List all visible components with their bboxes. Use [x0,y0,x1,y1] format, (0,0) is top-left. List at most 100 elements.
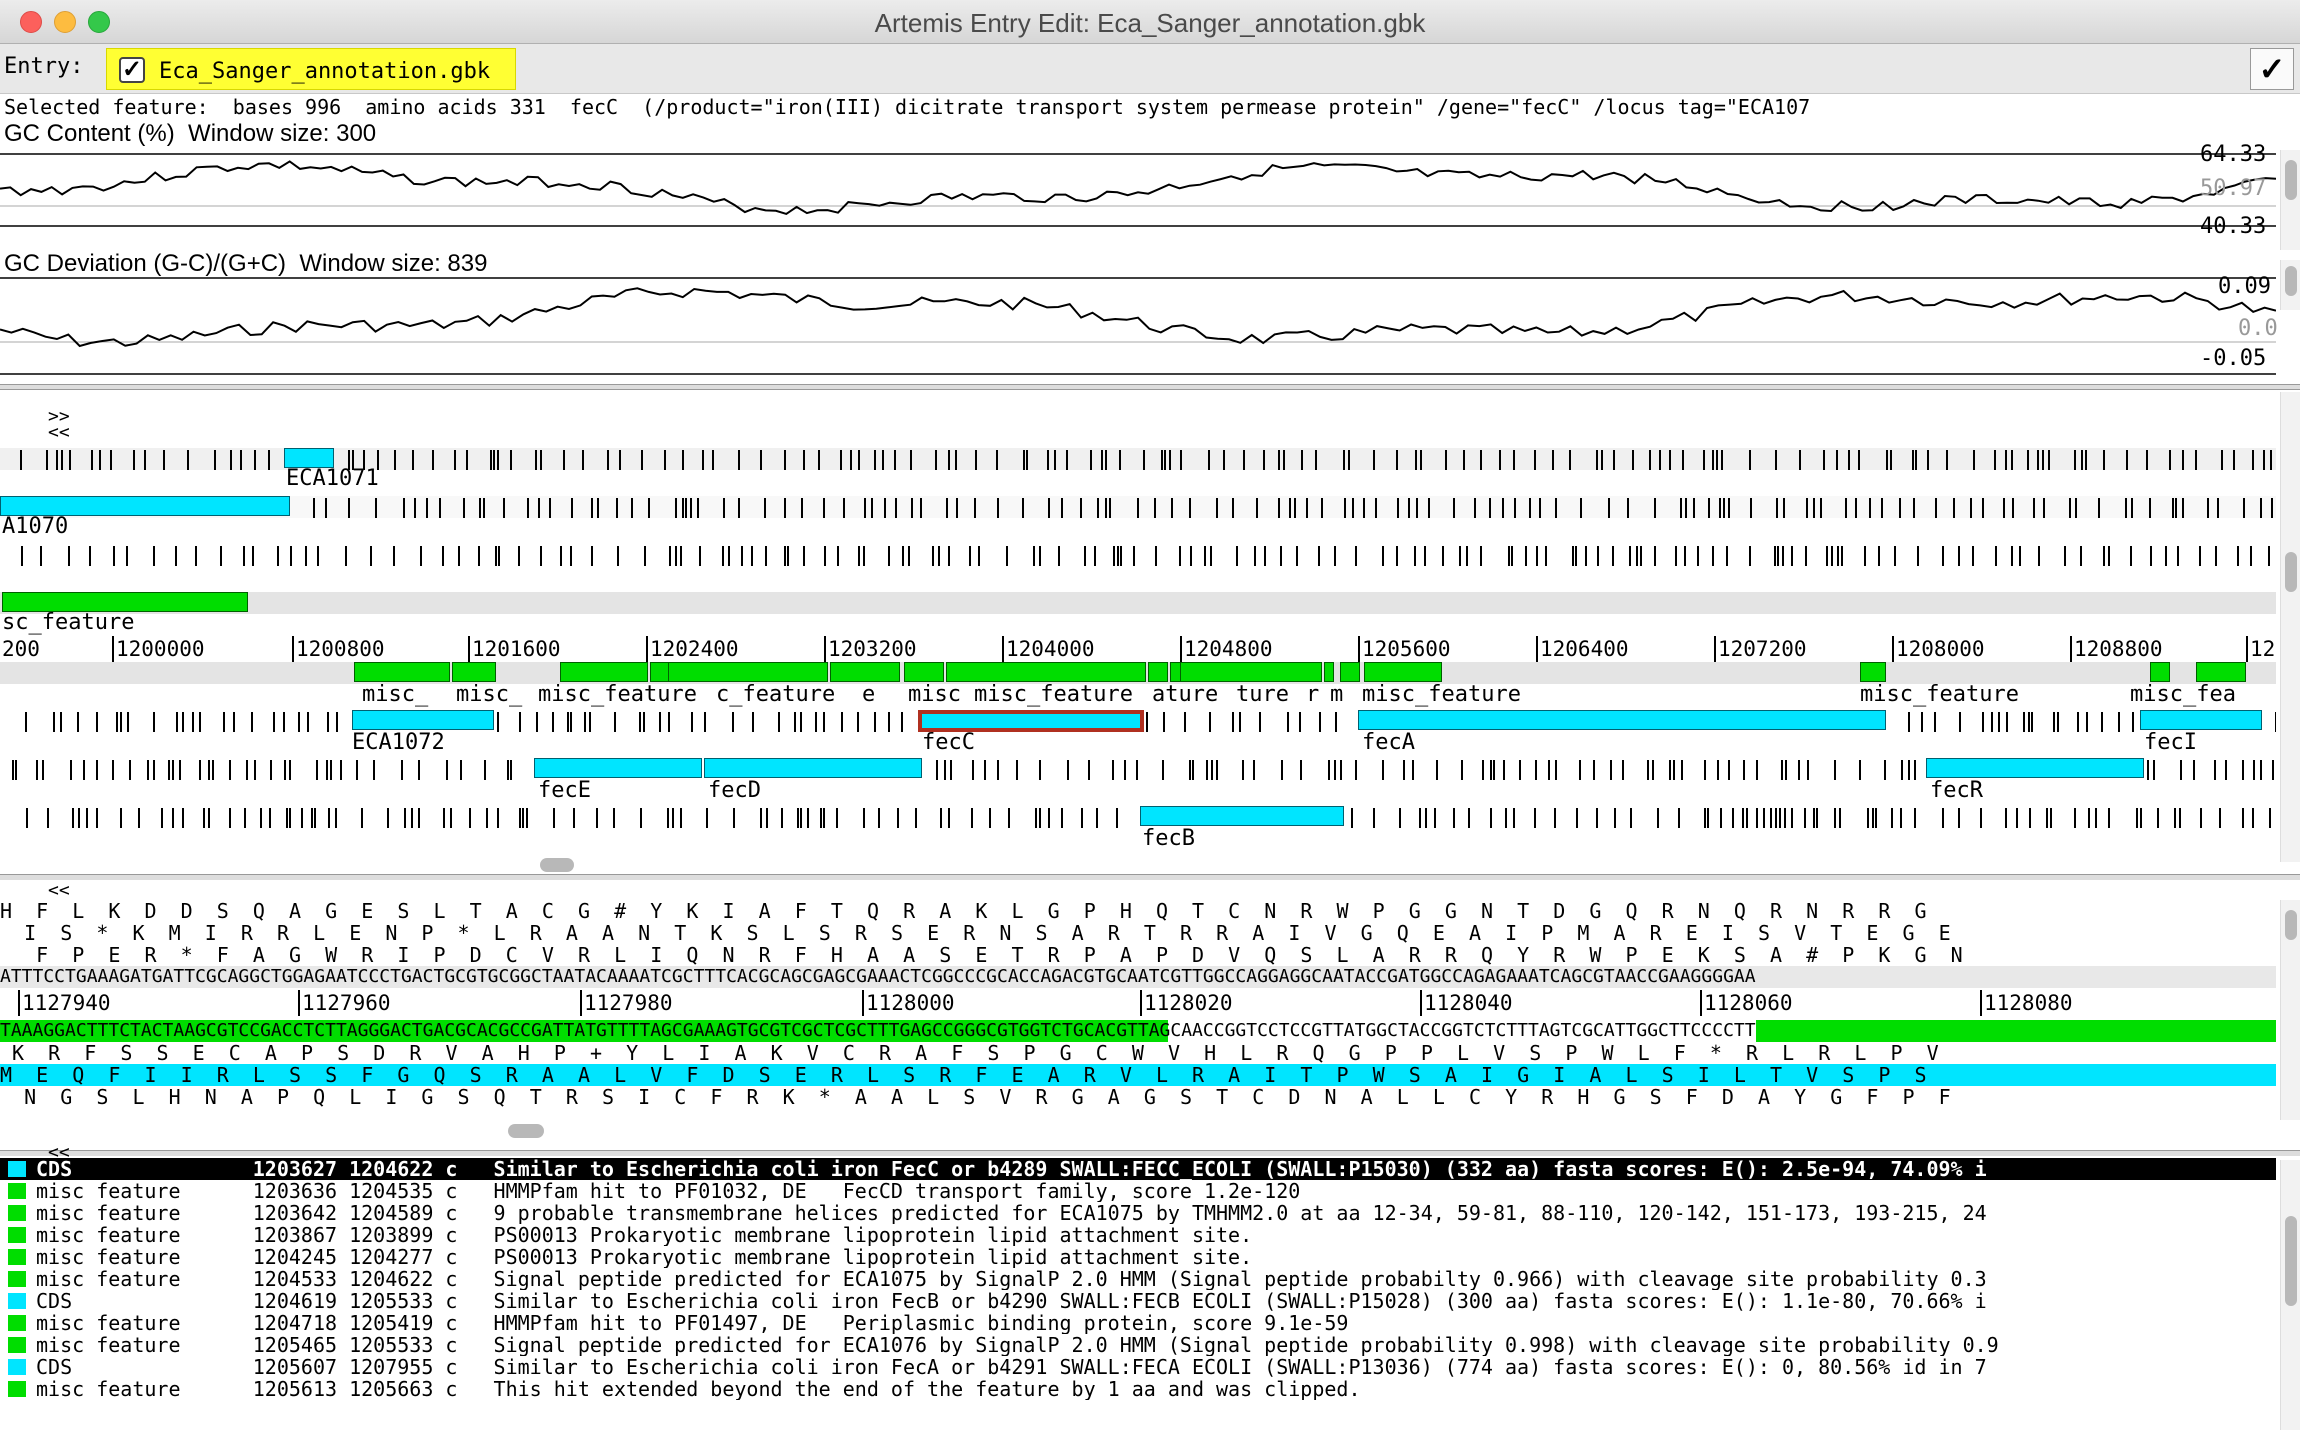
entry-toggle[interactable]: ✓ Eca_Sanger_annotation.gbk [106,48,516,90]
forward-frame-1: H F L K D D S Q A G E S L T A C G # Y K … [0,900,1927,922]
window-titlebar: Artemis Entry Edit: Eca_Sanger_annotatio… [0,0,2300,44]
tick-label: 1200800 [292,636,385,662]
close-window-button[interactable] [20,11,42,33]
forward-frame-2: I S * K M I R R L E N P * L R A A N T K … [0,922,1951,944]
overview-horizontal-scroll-thumb[interactable] [540,858,574,872]
gc-deviation-scrollbar[interactable] [2280,260,2300,310]
misc-label: c_feature [716,682,836,707]
entry-label: Entry: [4,54,84,79]
tick-label: 1204800 [1180,636,1273,662]
misc-label: misc_feature [974,682,1133,707]
cds-feca[interactable] [1358,710,1886,730]
misc-label: misc_ [362,682,429,707]
misc-label: misc_fea [2130,682,2236,707]
sequence-horizontal-scroll-thumb[interactable] [508,1124,544,1138]
tick-label: 1127960 [298,990,391,1016]
misc-label: misc_feature [1362,682,1521,707]
feature-list[interactable]: CDS 1203627 1204622 c Similar to Escheri… [0,1158,2276,1432]
sequence-ruler: 1127940 1127960 1127980 1128000 1128020 … [0,990,2276,1018]
feature-row[interactable]: misc_feature 1203636 1204535 c HMMPfam h… [0,1180,2276,1202]
feature-row[interactable]: misc_feature 1203642 1204589 c 9 probabl… [0,1202,2276,1224]
reverse-frame-3: N G S L H N A P Q L I G S Q T R S I C F … [0,1086,1951,1108]
misc-label: misc_feature [1860,682,2019,707]
misc-label: ture [1236,682,1289,707]
cds-feci[interactable] [2140,710,2262,730]
misc-feature[interactable] [1324,662,1334,682]
cds-eca1071[interactable] [284,448,334,468]
entry-name: Eca_Sanger_annotation.gbk [159,59,491,84]
entry-checkbox[interactable]: ✓ [119,57,145,83]
misc-feature[interactable] [1180,662,1322,682]
feature-color-swatch [8,1381,26,1397]
overview-forward-button[interactable]: >> [48,406,70,427]
cds-eca1070[interactable] [0,496,290,516]
sequence-view[interactable]: << H F L K D D S Q A G E S L T A C G # Y… [0,880,2300,1150]
label-feca: fecA [1362,730,1415,755]
misc-feature[interactable] [2196,662,2246,682]
misc-feature[interactable] [560,662,648,682]
sequence-scrollbar[interactable] [2280,900,2300,1120]
gc-content-graph [0,153,2276,227]
overview-back-button[interactable]: << [48,422,70,443]
feature-row[interactable]: misc_feature 1203867 1203899 c PS00013 P… [0,1224,2276,1246]
overview-scrollbar[interactable] [2280,392,2300,862]
feature-list-scrollbar[interactable] [2280,1160,2300,1430]
label-fecr: fecR [1930,778,1983,803]
misc-feature[interactable] [904,662,944,682]
misc-feature[interactable] [1148,662,1168,682]
gc-deviation-plot[interactable]: GC Deviation (G-C)/(G+C) Window size: 83… [0,250,2300,382]
gc-max-label: 64.33 [2200,142,2267,167]
misc-feature[interactable] [1364,662,1442,682]
cds-fecb[interactable] [1140,806,1344,826]
feature-row[interactable]: misc_feature 1204718 1205419 c HMMPfam h… [0,1312,2276,1334]
maximize-window-button[interactable] [88,11,110,33]
feature-row[interactable]: CDS 1204619 1205533 c Similar to Escheri… [0,1290,2276,1312]
feature-row[interactable]: misc_feature 1205465 1205533 c Signal pe… [0,1334,2276,1356]
feature-row[interactable]: misc_feature 1204533 1204622 c Signal pe… [0,1268,2276,1290]
feature-row[interactable]: CDS 1205607 1207955 c Similar to Escheri… [0,1356,2276,1378]
forward-frame-3: F P E R * F A G W R I P D C V R L I Q N … [0,944,1963,966]
split-divider[interactable] [0,384,2300,390]
cds-fecd[interactable] [704,758,922,778]
reverse-dna-strand: TAAAGGACTTTCTACTAAGCGTCCGACCTCTTAGGGACTG… [0,1020,1756,1041]
feature-color-swatch [8,1359,26,1375]
split-divider-2[interactable] [0,874,2300,880]
misc-feature[interactable] [452,662,496,682]
sequence-back-button[interactable]: << [48,880,70,901]
minimize-window-button[interactable] [54,11,76,33]
tick-label: 1201600 [468,636,561,662]
feature-row-text: CDS 1204619 1205533 c Similar to Escheri… [36,1290,1987,1312]
overview-feature-display[interactable]: >> << ECA1071 A1070 sc_feature 200 12000… [0,392,2300,872]
feature-row-text: misc_feature 1203642 1204589 c 9 probabl… [36,1202,1987,1224]
split-divider-3[interactable] [0,1150,2300,1156]
label-fecd: fecD [708,778,761,803]
misc-feature[interactable] [1860,662,1886,682]
cds-eca1072[interactable] [352,710,494,730]
cds-fecc-selected[interactable] [918,710,1144,732]
tick-label: 1208800 [2070,636,2163,662]
misc-feature[interactable] [946,662,1146,682]
cds-fecr[interactable] [1926,758,2144,778]
feature-color-swatch [8,1249,26,1265]
misc-feature[interactable] [830,662,900,682]
misc-feature[interactable] [668,662,828,682]
misc-label: m [1330,682,1344,707]
misc-feature[interactable] [2150,662,2170,682]
feature-row[interactable]: misc_feature 1204245 1204277 c PS00013 P… [0,1246,2276,1268]
checkmark-icon[interactable]: ✓ [2250,48,2294,90]
reverse-frame-1: K R F S S E C A P S D R V A H P + Y L I … [0,1042,1939,1064]
gcd-max-label: 0.09 [2218,274,2271,299]
misc-highlight-left [0,1020,1168,1042]
cds-fece[interactable] [534,758,702,778]
gc-content-scrollbar[interactable] [2280,150,2300,254]
misc-feature[interactable] [1340,662,1360,682]
misc-feature[interactable] [354,662,450,682]
misc-feature-upper[interactable] [2,592,248,612]
selected-feature-info: Selected feature: bases 996 amino acids … [4,95,1811,119]
feature-row[interactable]: misc_feature 1205613 1205663 c This hit … [0,1378,2276,1400]
gc-content-plot[interactable]: GC Content (%) Window size: 300 64.33 50… [0,120,2300,256]
feature-row-selected[interactable]: CDS 1203627 1204622 c Similar to Escheri… [0,1158,2276,1180]
feature-list-back-button[interactable]: << [48,1142,70,1163]
gcd-zero-label: 0.0 [2238,316,2278,341]
frame-row-1 [0,448,2276,470]
